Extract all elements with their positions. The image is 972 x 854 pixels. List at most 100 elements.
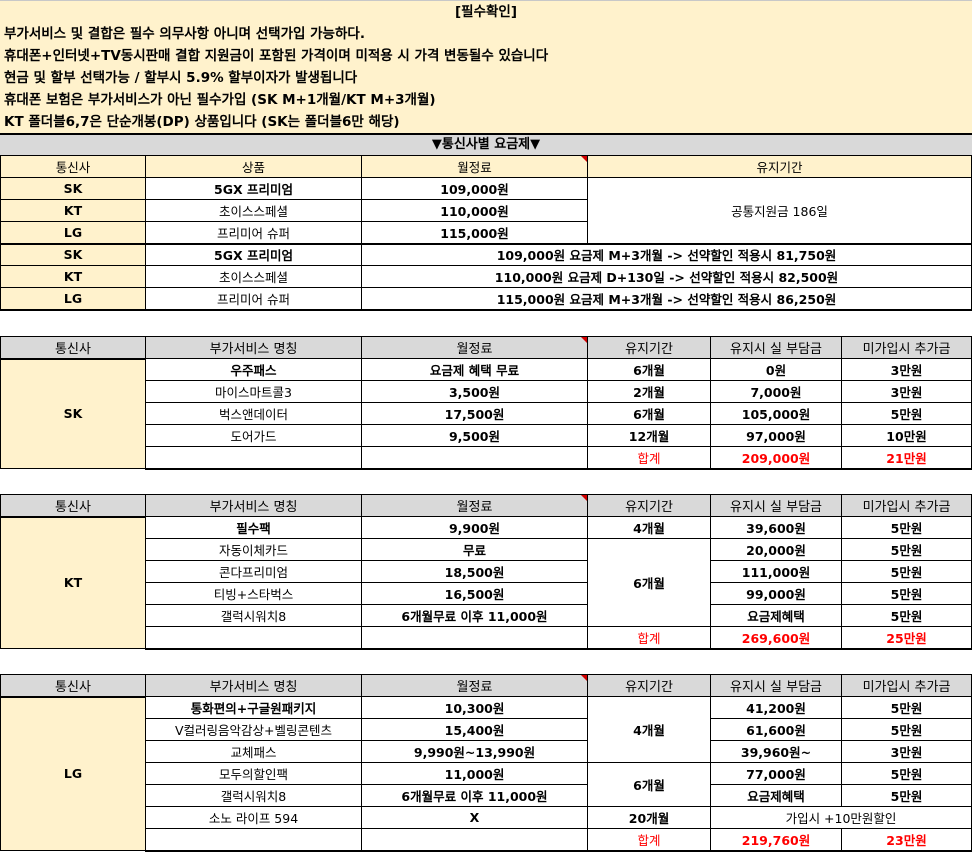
total-penalty: 21만원 [841,446,972,470]
empty-cell [145,446,362,470]
notice-box: [필수확인] 부가서비스 및 결합은 필수 의무사항 아니며 선택가입 가능하다… [0,0,972,133]
header-monthly-fee: 월정료 [361,674,588,697]
actual-cost-cell: 41,200원 [710,696,842,719]
fee-cell: 요금제 혜택 무료 [361,358,588,381]
actual-cost-cell: 105,000원 [710,402,842,425]
header-carrier: 통신사 [0,674,146,698]
actual-cost-cell: 77,000원 [710,762,842,785]
header-product: 상품 [145,155,362,178]
header-period: 유지기간 [587,336,711,359]
header-period: 유지기간 [587,155,972,178]
fee-cell: 18,500원 [361,560,588,583]
header-addon-name: 부가서비스 명칭 [145,336,362,359]
header-addon-name: 부가서비스 명칭 [145,494,362,517]
penalty-cell: 5만원 [841,582,972,605]
period-cell: 6개월 [587,402,711,425]
product-cell: 프리미어 슈퍼 [145,221,362,245]
addon-name-cell: 마이스마트콜3 [145,380,362,403]
actual-cost-cell: 7,000원 [710,380,842,403]
penalty-cell: 3만원 [841,358,972,381]
fee-cell: 10,300원 [361,696,588,719]
header-period: 유지기간 [587,494,711,517]
total-actual-cost: 209,000원 [710,446,842,470]
total-penalty: 25만원 [841,626,972,650]
penalty-cell: 5만원 [841,718,972,741]
fee-cell: 16,500원 [361,582,588,605]
penalty-cell: 5만원 [841,604,972,627]
carrier-cell: SK [0,243,146,266]
actual-cost-cell: 요금제혜택 [710,604,842,627]
addon-name-cell: 자동이체카드 [145,538,362,561]
fee-cell: 무료 [361,538,588,561]
penalty-cell: 5만원 [841,538,972,561]
discount-info-cell: 110,000원 요금제 D+130일 -> 선약할인 적용시 82,500원 [361,265,972,288]
addon-name-cell: 벅스앤데이터 [145,402,362,425]
notice-line: 휴대폰+인터넷+TV동시판매 결합 지원금이 포함된 가격이며 미적용 시 가격… [4,48,549,64]
total-label: 합계 [587,626,711,650]
discount-info-cell: 109,000원 요금제 M+3개월 -> 선약할인 적용시 81,750원 [361,243,972,266]
carrier-cell: KT [0,199,146,222]
sk-addon-table: 통신사 부가서비스 명칭 월정료 유지기간 유지시 실 부담금 미가입시 추가금 SK 우주패… [0,336,972,470]
header-monthly-fee: 월정료 [361,155,588,178]
penalty-cell: 5만원 [841,784,972,807]
addon-name-cell: 콘다프리미엄 [145,560,362,583]
header-monthly-fee: 월정료 [361,336,588,359]
empty-cell [145,828,362,852]
empty-cell [361,828,588,852]
header-penalty: 미가입시 추가금 [841,674,972,697]
penalty-cell: 3만원 [841,740,972,763]
total-penalty: 23만원 [841,828,972,852]
carrier-cell: LG [0,221,146,245]
fee-cell: 115,000원 [361,221,588,245]
actual-cost-cell: 요금제혜택 [710,784,842,807]
actual-cost-cell: 99,000원 [710,582,842,605]
fee-cell: 9,990원~13,990원 [361,740,588,763]
addon-name-cell: 갤럭시워치8 [145,784,362,807]
period-cell: 20개월 [587,806,711,829]
product-cell: 5GX 프리미엄 [145,243,362,266]
header-penalty: 미가입시 추가금 [841,494,972,517]
total-label: 합계 [587,446,711,470]
fee-cell: 9,900원 [361,516,588,539]
fee-cell: 3,500원 [361,380,588,403]
header-actual-cost: 유지시 실 부담금 [710,494,842,517]
period-cell: 2개월 [587,380,711,403]
fee-cell: 6개월무료 이후 11,000원 [361,784,588,807]
header-addon-name: 부가서비스 명칭 [145,674,362,697]
addon-name-cell: V컬러링음악감상+벨링콘텐츠 [145,718,362,741]
carrier-cell: LG [0,287,146,311]
product-cell: 초이스스페셜 [145,265,362,288]
header-carrier: 통신사 [0,494,146,518]
carrier-cell: KT [0,265,146,288]
fee-cell: X [361,806,588,829]
total-label: 합계 [587,828,711,852]
fee-cell: 109,000원 [361,177,588,200]
empty-cell [361,626,588,650]
penalty-cell: 3만원 [841,380,972,403]
period-cell: 6개월 [587,358,711,381]
benefit-cell: 가입시 +10만원할인 [710,806,972,829]
kt-addon-table: 통신사 부가서비스 명칭 월정료 유지기간 유지시 실 부담금 미가입시 추가금 KT 필수팩… [0,494,972,650]
notice-title: [필수확인] [454,4,518,20]
carrier-cell: LG [0,696,146,851]
header-period: 유지기간 [587,674,711,697]
notice-line: 현금 및 할부 선택가능 / 할부시 5.9% 할부이자가 발생됩니다 [4,70,358,86]
actual-cost-cell: 39,600원 [710,516,842,539]
lg-addon-table: 통신사 부가서비스 명칭 월정료 유지기간 유지시 실 부담금 미가입시 추가금 LG 통화편… [0,674,972,852]
fee-cell: 17,500원 [361,402,588,425]
actual-cost-cell: 111,000원 [710,560,842,583]
carrier-cell: KT [0,516,146,649]
total-actual-cost: 219,760원 [710,828,842,852]
carrier-cell: SK [0,358,146,469]
header-penalty: 미가입시 추가금 [841,336,972,359]
product-cell: 초이스스페셜 [145,199,362,222]
addon-name-cell: 통화편의+구글원패키지 [145,696,362,719]
support-period-cell: 공통지원금 186일 [587,177,972,245]
addon-name-cell: 교체패스 [145,740,362,763]
addon-name-cell: 도어가드 [145,424,362,447]
product-cell: 프리미어 슈퍼 [145,287,362,311]
notice-line: KT 폴더블6,7은 단순개봉(DP) 상품입니다 (SK는 폴더블6만 해당) [4,114,400,130]
actual-cost-cell: 61,600원 [710,718,842,741]
period-cell: 6개월 [587,762,711,807]
actual-cost-cell: 20,000원 [710,538,842,561]
